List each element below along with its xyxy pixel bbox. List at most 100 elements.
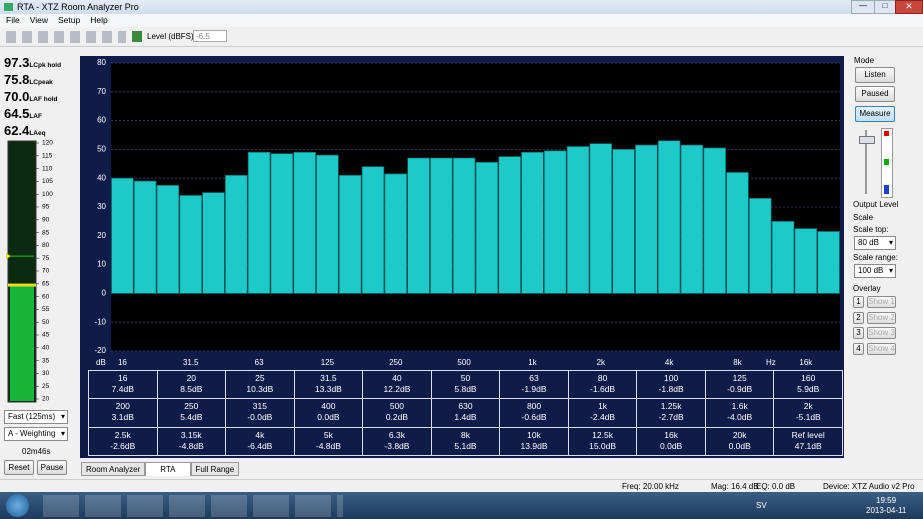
frequency: 31.5 <box>320 373 337 383</box>
bar <box>566 146 590 294</box>
bar <box>794 228 818 294</box>
language[interactable]: SV <box>756 501 767 510</box>
pause-button[interactable]: Pause <box>37 460 67 475</box>
status-item: EQ: 0.0 dB <box>756 482 796 491</box>
bar <box>498 156 521 294</box>
frequency: 5k <box>323 429 333 440</box>
clip-indicator <box>884 131 889 136</box>
frequency: 315 <box>252 401 267 412</box>
status-item: Mag: 16.4 dB <box>711 482 759 491</box>
table-cell: 16k 0.0dB <box>636 426 706 456</box>
bar <box>475 162 499 294</box>
correction: -4.8dB <box>315 440 341 451</box>
reset-button[interactable]: Reset <box>4 460 34 475</box>
meter-tick-label: 80 <box>42 242 50 249</box>
menu-item[interactable]: Help <box>90 15 108 25</box>
menu-bar: File View Setup Help <box>0 14 923 27</box>
tab[interactable]: Full Range <box>190 462 240 476</box>
bar <box>680 144 704 294</box>
bar <box>430 157 453 294</box>
bar <box>111 177 134 294</box>
paused-button[interactable]: Paused <box>855 86 895 102</box>
mode-label: Mode <box>854 56 875 65</box>
maximize[interactable]: □ <box>874 0 896 14</box>
frequency: 100 <box>664 373 679 383</box>
meter-tick-label: 70 <box>42 268 50 275</box>
bar <box>817 231 840 294</box>
overlay-number[interactable]: 2 <box>853 311 864 324</box>
taskbar-apps[interactable] <box>43 495 343 517</box>
start-button[interactable] <box>6 494 29 517</box>
meter-tick-label: 65 <box>42 281 50 288</box>
bar <box>384 173 408 294</box>
frequency: 630 <box>458 401 473 412</box>
meter-tick-label: 40 <box>42 345 50 352</box>
bar <box>270 153 294 294</box>
overlay-show[interactable]: Show 2 <box>867 311 896 324</box>
weighting-select[interactable]: A - Weighting <box>4 427 68 441</box>
table-cell: 1k -2.4dB <box>567 398 638 428</box>
measure-button[interactable]: Measure <box>855 106 895 122</box>
level-input[interactable]: -6.5 <box>193 30 227 42</box>
frequency: 16 <box>118 373 128 383</box>
y-tick-label: -20 <box>94 346 106 355</box>
scale-range-select[interactable]: 100 dB <box>854 264 896 278</box>
listen-button[interactable]: Listen <box>855 67 895 83</box>
correction: 0.2dB <box>385 412 409 423</box>
overlay-number[interactable]: 3 <box>853 327 864 339</box>
correction: -6.4dB <box>247 440 273 451</box>
menu-item[interactable]: File <box>6 15 20 25</box>
overlay-show[interactable]: Show 3 <box>867 327 896 339</box>
frequency: 2k <box>803 401 813 412</box>
scale-top-select[interactable]: 80 dB <box>854 236 896 250</box>
bar <box>657 140 681 294</box>
minimize[interactable]: — <box>851 0 875 14</box>
table-cell: 20 8.5dB <box>156 370 227 400</box>
level-label: Level (dBFS) <box>147 32 194 41</box>
overlay-number[interactable]: 4 <box>853 342 864 355</box>
bar <box>635 144 658 294</box>
correction: 5.4dB <box>180 412 203 423</box>
table-cell: 160 5.9dB <box>773 370 843 400</box>
table-cell: 25 10.3dB <box>225 370 295 400</box>
menu-item[interactable]: Setup <box>57 15 81 25</box>
correction: -1.9dB <box>521 384 547 394</box>
toolbar-icons[interactable] <box>6 31 126 43</box>
meter-level <box>10 285 34 401</box>
tab[interactable]: RTA <box>145 462 191 476</box>
table-cell: 16 7.4dB <box>88 370 158 400</box>
output-slider-thumb[interactable] <box>859 136 875 144</box>
correction: -0.6dB <box>521 412 547 423</box>
correction: 3.1dB <box>111 412 134 423</box>
y-tick-label: -10 <box>94 317 106 326</box>
y-tick-label: 20 <box>97 231 106 240</box>
meter-level-marker <box>8 283 36 287</box>
overlay-show[interactable]: Show 4 <box>867 342 896 355</box>
readout-unit: LCpk hold <box>29 62 62 69</box>
status-item: Freq: 20.00 kHz <box>622 482 679 491</box>
bar <box>316 154 339 294</box>
table-cell: 80 -1.6dB <box>567 370 638 400</box>
y-tick-label: 50 <box>97 145 106 154</box>
x-tick-label: 2k <box>597 358 606 367</box>
correction: 8.5dB <box>180 384 203 394</box>
correction: -1.6dB <box>590 384 616 394</box>
correction: -4.8dB <box>178 440 204 451</box>
x-axis-label: Hz <box>766 358 776 367</box>
correction: -0.0dB <box>247 412 273 423</box>
menu-item[interactable]: View <box>29 15 48 25</box>
response-select[interactable]: Fast (125ms) <box>4 410 68 424</box>
close[interactable]: ✕ <box>895 0 923 14</box>
table-cell: 125 -0.9dB <box>704 370 775 400</box>
overlay-show[interactable]: Show 1 <box>867 296 896 308</box>
frequency: 50 <box>460 373 471 383</box>
correction: 0.0dB <box>317 412 340 423</box>
y-tick-label: 0 <box>102 289 107 298</box>
overlay-number[interactable]: 1 <box>853 296 864 308</box>
tabs: Room Analyzer RTA Full Range <box>81 462 240 476</box>
tab[interactable]: Room Analyzer <box>81 462 146 476</box>
clock-time: 19:59 <box>876 496 897 505</box>
clock-date: 2013-04-11 <box>866 506 907 515</box>
bar <box>133 180 157 294</box>
meter-tick-label: 75 <box>42 255 50 262</box>
